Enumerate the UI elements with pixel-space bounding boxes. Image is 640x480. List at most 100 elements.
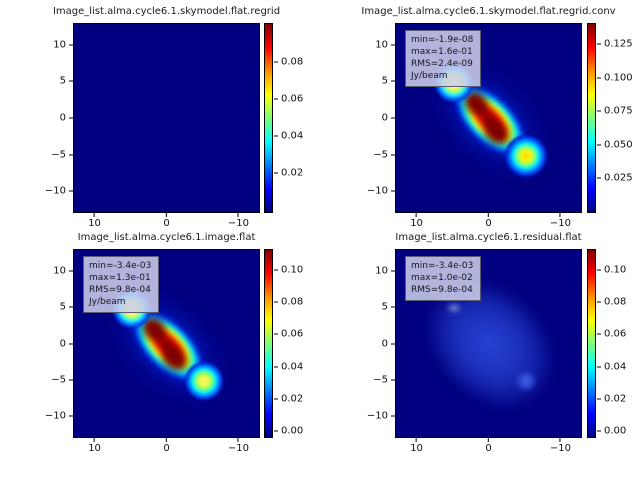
colorbar-ticks: 0.125 0.100 0.075 0.050 0.025 bbox=[597, 23, 640, 213]
stats-annotation-line: max=1.3e-01 bbox=[89, 273, 151, 283]
colorbar-tick: 0.06 bbox=[597, 329, 626, 340]
x-tick: 10 bbox=[88, 438, 101, 454]
y-tick: −10 bbox=[367, 186, 395, 197]
image-axes bbox=[73, 23, 260, 213]
colorbar bbox=[587, 249, 596, 438]
subplot-title: Image_list.alma.cycle6.1.skymodel.flat.r… bbox=[361, 6, 616, 17]
subplot-title: Image_list.alma.cycle6.1.image.flat bbox=[77, 232, 256, 243]
x-axis-ticks: 10 0 −10 bbox=[395, 438, 582, 456]
colorbar-tick: 0.02 bbox=[274, 393, 303, 404]
colorbar-tick: 0.04 bbox=[274, 361, 303, 372]
colorbar-tick: 0.06 bbox=[274, 329, 303, 340]
residual-faint-spot-upper bbox=[444, 302, 463, 314]
y-tick: −5 bbox=[51, 374, 73, 385]
y-tick: 10 bbox=[53, 39, 73, 50]
y-tick: 0 bbox=[60, 338, 73, 349]
colorbar-tick: 0.10 bbox=[597, 264, 626, 275]
stats-annotation: min=-3.4e-03 max=1.3e-01 RMS=9.8e-04 Jy/bea… bbox=[83, 256, 160, 313]
y-tick: 5 bbox=[60, 76, 73, 87]
y-axis-ticks: 10 5 0 −5 −10 bbox=[27, 23, 73, 213]
y-tick: 5 bbox=[382, 76, 395, 87]
y-tick: 5 bbox=[382, 302, 395, 313]
stats-annotation-line: min=-3.4e-03 bbox=[411, 261, 474, 271]
colorbar-ticks: 0.08 0.06 0.04 0.02 bbox=[274, 23, 320, 213]
stats-annotation-line: RMS=2.4e-09 bbox=[411, 59, 473, 69]
colorbar bbox=[264, 23, 273, 213]
y-axis-ticks: 10 5 0 −5 −10 bbox=[349, 23, 395, 213]
y-tick: 5 bbox=[60, 302, 73, 313]
stats-annotation-line: Jy/beam bbox=[89, 297, 126, 307]
colorbar-tick: 0.075 bbox=[597, 106, 633, 117]
stats-annotation-line: RMS=9.8e-04 bbox=[411, 285, 473, 295]
y-tick: −5 bbox=[373, 374, 395, 385]
colorbar bbox=[587, 23, 596, 213]
colorbar-tick: 0.100 bbox=[597, 72, 633, 83]
stats-annotation-line: min=-3.4e-03 bbox=[89, 261, 152, 271]
stats-annotation: min=-3.4e-03 max=1.0e-02 RMS=9.8e-04 bbox=[405, 256, 482, 301]
y-axis-ticks: 10 5 0 −5 −10 bbox=[349, 249, 395, 438]
image-axes: min=-3.4e-03 max=1.0e-02 RMS=9.8e-04 bbox=[395, 249, 582, 438]
x-axis-ticks: 10 0 −10 bbox=[73, 438, 260, 456]
y-tick: −5 bbox=[51, 149, 73, 160]
y-axis-ticks: 10 5 0 −5 −10 bbox=[27, 249, 73, 438]
residual-faint-spot-lower bbox=[515, 371, 536, 391]
y-tick: 10 bbox=[53, 265, 73, 276]
colorbar-ticks: 0.10 0.08 0.06 0.04 0.02 0.00 bbox=[274, 249, 320, 438]
x-tick: −10 bbox=[550, 438, 571, 454]
colorbar-tick: 0.08 bbox=[274, 56, 303, 67]
stats-annotation-line: max=1.0e-02 bbox=[411, 273, 473, 283]
colorbar-tick: 0.08 bbox=[274, 297, 303, 308]
colorbar-tick: 0.02 bbox=[597, 393, 626, 404]
x-tick: −10 bbox=[550, 213, 571, 229]
colorbar-tick: 0.08 bbox=[597, 297, 626, 308]
x-tick: 10 bbox=[410, 213, 423, 229]
x-axis-ticks: 10 0 −10 bbox=[395, 213, 582, 231]
subplot-title: Image_list.alma.cycle6.1.residual.flat bbox=[395, 232, 582, 243]
x-tick: 0 bbox=[163, 213, 170, 229]
x-tick: 0 bbox=[485, 438, 492, 454]
colorbar-tick: 0.00 bbox=[597, 426, 626, 437]
colorbar-tick: 0.10 bbox=[274, 264, 303, 275]
y-tick: 0 bbox=[60, 113, 73, 124]
stats-annotation-line: min=-1.9e-08 bbox=[411, 35, 474, 45]
point-source-lower bbox=[184, 362, 223, 400]
y-tick: −10 bbox=[45, 186, 73, 197]
stats-annotation-line: Jy/beam bbox=[411, 71, 448, 81]
y-tick: −10 bbox=[45, 411, 73, 422]
colorbar-tick: 0.02 bbox=[274, 167, 303, 178]
colorbar-tick: 0.04 bbox=[597, 361, 626, 372]
y-tick: 0 bbox=[382, 113, 395, 124]
x-tick: 0 bbox=[485, 213, 492, 229]
stats-annotation: min=-1.9e-08 max=1.6e-01 RMS=2.4e-09 Jy/bea… bbox=[405, 30, 482, 87]
x-axis-ticks: 10 0 −10 bbox=[73, 213, 260, 231]
x-tick: 10 bbox=[410, 438, 423, 454]
x-tick: −10 bbox=[228, 438, 249, 454]
subplot-title: Image_list.alma.cycle6.1.skymodel.flat.r… bbox=[52, 6, 281, 17]
colorbar-tick: 0.06 bbox=[274, 93, 303, 104]
colorbar bbox=[264, 249, 273, 438]
y-tick: −5 bbox=[373, 149, 395, 160]
colorbar-tick: 0.125 bbox=[597, 39, 633, 50]
y-tick: 10 bbox=[375, 265, 395, 276]
x-tick: 0 bbox=[163, 438, 170, 454]
image-axes: min=-1.9e-08 max=1.6e-01 RMS=2.4e-09 Jy/bea… bbox=[395, 23, 582, 213]
stats-annotation-line: RMS=9.8e-04 bbox=[89, 285, 151, 295]
x-tick: −10 bbox=[228, 213, 249, 229]
colorbar-ticks: 0.10 0.08 0.06 0.04 0.02 0.00 bbox=[597, 249, 640, 438]
colorbar-tick: 0.025 bbox=[597, 173, 633, 184]
x-tick: 10 bbox=[88, 213, 101, 229]
y-tick: 10 bbox=[375, 39, 395, 50]
colorbar-tick: 0.050 bbox=[597, 139, 633, 150]
colorbar-tick: 0.04 bbox=[274, 130, 303, 141]
y-tick: 0 bbox=[382, 338, 395, 349]
y-tick: −10 bbox=[367, 411, 395, 422]
image-axes: min=-3.4e-03 max=1.3e-01 RMS=9.8e-04 Jy/bea… bbox=[73, 249, 260, 438]
colorbar-tick: 0.00 bbox=[274, 426, 303, 437]
point-source-lower bbox=[504, 135, 547, 177]
stats-annotation-line: max=1.6e-01 bbox=[411, 47, 473, 57]
